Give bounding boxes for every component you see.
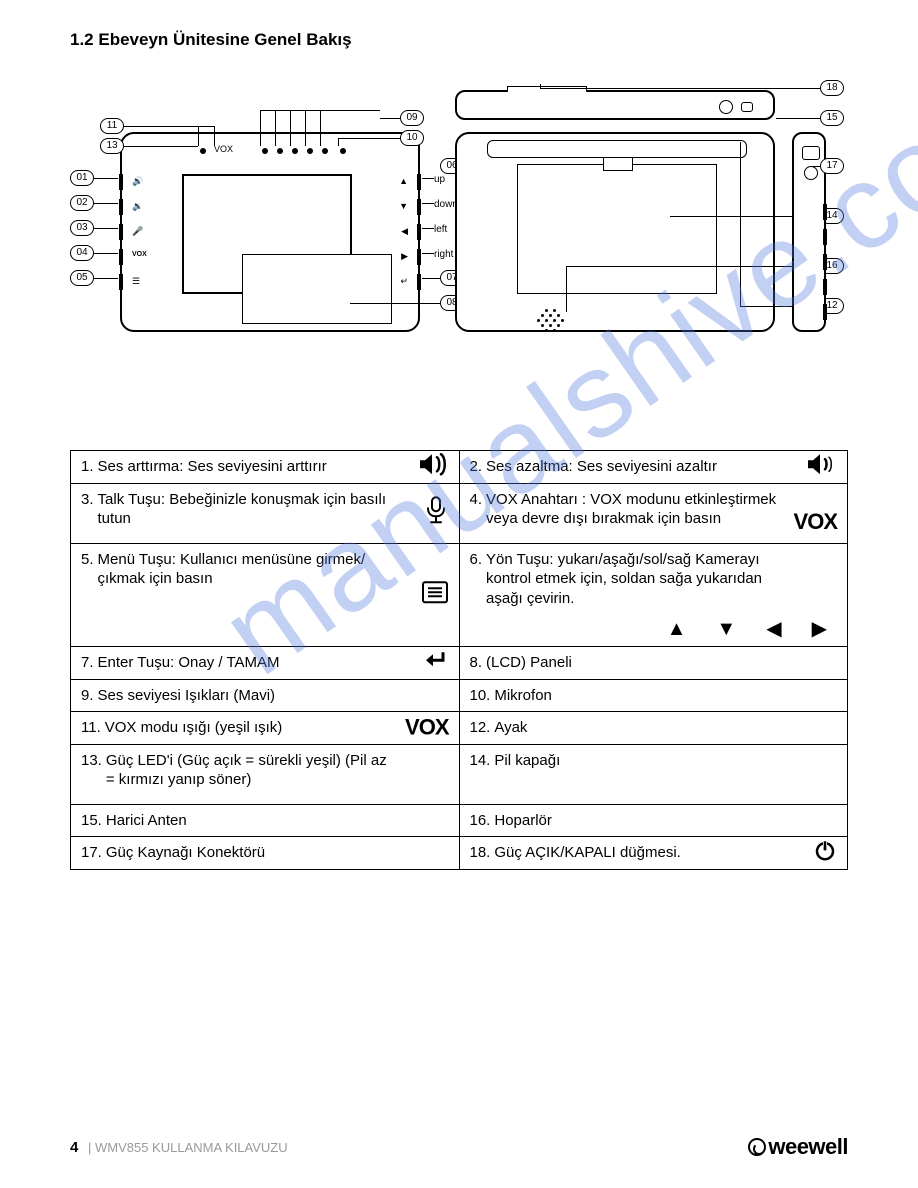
section-title: 1.2 Ebeveyn Ünitesine Genel Bakış <box>70 30 848 50</box>
stand <box>487 140 747 158</box>
feature-text: (LCD) Paneli <box>486 653 837 673</box>
callout-09: 09 <box>400 110 424 126</box>
feature-cell: 10.Mikrofon <box>459 679 848 712</box>
direction-arrows-icon: ▲▼◀▶ <box>470 608 838 642</box>
brand-logo: weewell <box>748 1134 848 1160</box>
feature-num: 16. <box>470 811 491 831</box>
btn-label-up: up <box>434 174 445 185</box>
feature-text: Güç AÇIK/KAPALI düğmesi. <box>494 843 837 863</box>
feature-cell: 9.Ses seviyesi Işıkları (Mavi) <box>71 679 460 712</box>
feature-cell: 8.(LCD) Paneli <box>459 647 848 680</box>
page-number: 4 <box>70 1139 78 1156</box>
vox-indicator-label: VOX <box>214 144 233 154</box>
callout-18: 18 <box>820 80 844 96</box>
feature-num: 8. <box>470 653 483 673</box>
vox-icon: VOX <box>794 508 837 537</box>
feature-num: 4. <box>470 490 483 510</box>
footer-sep: | <box>88 1140 91 1155</box>
feature-num: 17. <box>81 843 102 863</box>
feature-num: 9. <box>81 686 94 706</box>
feature-text: VOX Anahtarı : VOX modunu etkinleştirmek… <box>486 490 837 529</box>
screen-overlay <box>242 254 392 324</box>
feature-text: Pil kapağı <box>494 751 837 771</box>
feature-cell: 5.Menü Tuşu: Kullanıcı menüsüne girmek/ç… <box>71 543 460 647</box>
feature-cell: 12.Ayak <box>459 712 848 745</box>
feature-num: 10. <box>470 686 491 706</box>
feature-text: Talk Tuşu: Bebeğinizle konuşmak için bas… <box>98 490 449 529</box>
vox-icon: VOX <box>405 713 448 742</box>
feature-num: 5. <box>81 550 94 570</box>
feature-cell: 1.Ses arttırma: Ses seviyesini arttırır <box>71 451 460 484</box>
feature-cell: 13.Güç LED'i (Güç açık = sürekli yeşil) … <box>71 744 460 804</box>
btn-label-left: left <box>434 224 447 235</box>
menu-icon <box>421 580 449 610</box>
feature-num: 6. <box>470 550 483 570</box>
brand-icon <box>748 1138 766 1156</box>
feature-cell: 17.Güç Kaynağı Konektörü <box>71 837 460 870</box>
diagram-area: VOX 🔊 🔉 🎤 VOX ☰ ▲ ▼ ◀ <box>70 80 848 360</box>
features-table: 1.Ses arttırma: Ses seviyesini arttırır2… <box>70 450 848 870</box>
feature-cell: 16.Hoparlör <box>459 804 848 837</box>
callout-05: 05 <box>70 270 94 286</box>
feature-num: 18. <box>470 843 491 863</box>
callout-03: 03 <box>70 220 94 236</box>
feature-num: 12. <box>470 718 491 738</box>
btn-label-right: right <box>434 249 453 260</box>
feature-num: 11. <box>81 718 101 738</box>
vol-up-icon <box>417 451 449 483</box>
feature-cell: 18.Güç AÇIK/KAPALI düğmesi. <box>459 837 848 870</box>
callout-11: 11 <box>100 118 124 134</box>
battery-cover <box>517 164 717 294</box>
callout-10: 10 <box>400 130 424 146</box>
feature-text: Ayak <box>494 718 837 738</box>
feature-num: 15. <box>81 811 102 831</box>
callout-17: 17 <box>820 158 844 174</box>
feature-num: 7. <box>81 653 94 673</box>
device-back <box>455 132 775 332</box>
feature-num: 1. <box>81 457 94 477</box>
feature-text: Güç LED'i (Güç açık = sürekli yeşil) (Pi… <box>106 751 449 790</box>
feature-text: Hoparlör <box>494 811 837 831</box>
vol-down-icon <box>805 451 837 483</box>
device-top <box>455 90 775 120</box>
feature-text: Güç Kaynağı Konektörü <box>106 843 449 863</box>
feature-cell: 4.VOX Anahtarı : VOX modunu etkinleştirm… <box>459 483 848 543</box>
feature-cell: 2.Ses azaltma: Ses seviyesini azaltır <box>459 451 848 484</box>
page-footer: 4 | WMV855 KULLANMA KILAVUZU weewell <box>70 1134 848 1160</box>
feature-cell: 15.Harici Anten <box>71 804 460 837</box>
mic-icon <box>423 495 449 531</box>
feature-text: Mikrofon <box>494 686 837 706</box>
feature-num: 14. <box>470 751 491 771</box>
feature-text: Menü Tuşu: Kullanıcı menüsüne girmek/çık… <box>98 550 449 589</box>
feature-num: 13. <box>81 751 102 771</box>
feature-text: Harici Anten <box>106 811 449 831</box>
feature-text: Ses azaltma: Ses seviyesini azaltır <box>486 457 837 477</box>
callout-15: 15 <box>820 110 844 126</box>
feature-cell: 7.Enter Tuşu: Onay / TAMAM <box>71 647 460 680</box>
power-icon <box>813 838 837 868</box>
feature-num: 3. <box>81 490 94 510</box>
callout-13: 13 <box>100 138 124 154</box>
feature-text: Yön Tuşu: yukarı/aşağı/sol/sağ Kamerayı … <box>486 550 837 609</box>
callout-02: 02 <box>70 195 94 211</box>
feature-text: Ses seviyesi Işıkları (Mavi) <box>98 686 449 706</box>
feature-text: Ses arttırma: Ses seviyesini arttırır <box>98 457 449 477</box>
feature-num: 2. <box>470 457 483 477</box>
speaker-icon <box>537 309 567 331</box>
callout-04: 04 <box>70 245 94 261</box>
feature-cell: 6.Yön Tuşu: yukarı/aşağı/sol/sağ Kameray… <box>459 543 848 647</box>
feature-cell: 3.Talk Tuşu: Bebeğinizle konuşmak için b… <box>71 483 460 543</box>
feature-cell: 11.VOX modu ışığı (yeşil ışık)VOX <box>71 712 460 745</box>
enter-icon <box>421 649 449 677</box>
feature-text: Enter Tuşu: Onay / TAMAM <box>98 653 449 673</box>
feature-cell: 14.Pil kapağı <box>459 744 848 804</box>
device-front: VOX 🔊 🔉 🎤 VOX ☰ ▲ ▼ ◀ <box>120 132 420 332</box>
feature-text: VOX modu ışığı (yeşil ışık) <box>105 718 449 738</box>
footer-doc-title: WMV855 KULLANMA KILAVUZU <box>95 1140 288 1155</box>
callout-01: 01 <box>70 170 94 186</box>
